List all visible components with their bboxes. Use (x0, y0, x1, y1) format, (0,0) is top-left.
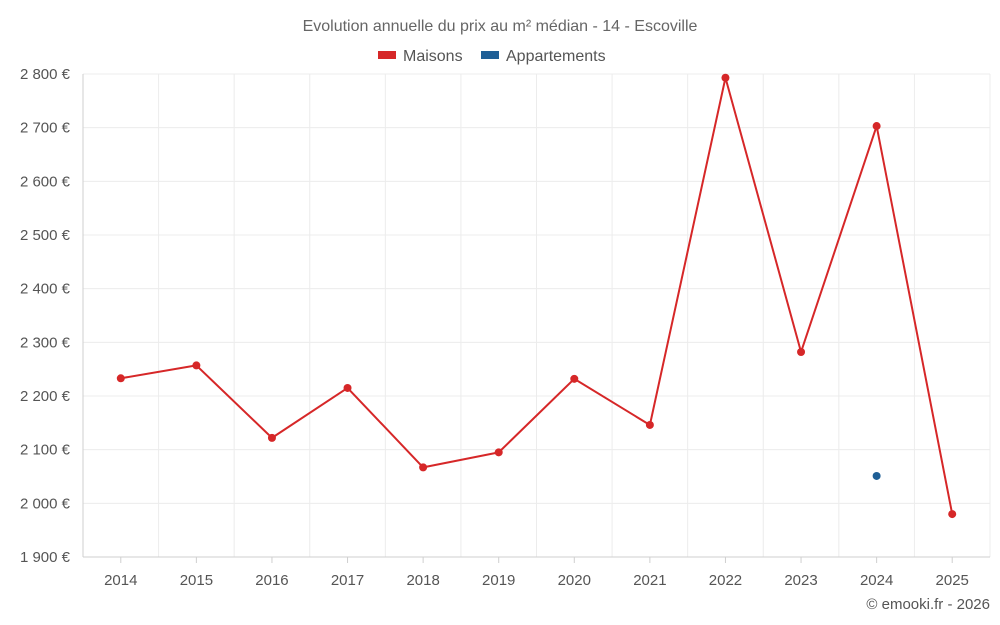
legend-label-appartements: Appartements (506, 48, 606, 65)
series-line-maisons (120, 76, 954, 515)
legend-item-appartements[interactable]: Appartements (481, 48, 606, 65)
legend-label-maisons: Maisons (403, 48, 463, 65)
data-point-maisons-2017[interactable] (343, 383, 352, 392)
x-axis: 2014 2015 2016 2017 2018 2019 2020 2021 2022 2023… (83, 556, 990, 589)
x-tick-label: 2015 (180, 572, 213, 589)
x-tick-label: 2020 (558, 572, 591, 589)
y-tick-label: 2 100 € (20, 442, 71, 459)
data-point-appartements-2024[interactable] (872, 471, 881, 480)
x-tick-label: 2024 (860, 572, 893, 589)
y-tick-label: 2 200 € (20, 388, 71, 405)
legend-item-maisons[interactable]: Maisons (378, 48, 463, 65)
grid (82, 73, 991, 557)
y-tick-label: 2 800 € (20, 66, 71, 83)
y-tick-label: 2 700 € (20, 120, 71, 137)
x-tick-label: 2021 (633, 572, 666, 589)
data-point-maisons-2018[interactable] (419, 463, 428, 472)
data-point-maisons-2016[interactable] (267, 433, 276, 442)
x-tick-label: 2023 (784, 572, 817, 589)
legend-swatch-appartements (481, 51, 499, 59)
x-tick-label: 2019 (482, 572, 515, 589)
data-point-maisons-2014[interactable] (116, 374, 125, 383)
data-point-maisons-2020[interactable] (570, 374, 579, 383)
data-point-maisons-2015[interactable] (192, 361, 201, 370)
data-point-maisons-2025[interactable] (948, 510, 957, 519)
y-axis: 1 900 € 2 000 € 2 100 € 2 200 € 2 300 € 2 400… (20, 66, 84, 566)
y-tick-label: 2 300 € (20, 334, 71, 351)
data-point-maisons-2021[interactable] (645, 420, 654, 429)
series-layer (116, 73, 957, 519)
data-point-maisons-2019[interactable] (494, 448, 503, 457)
x-tick-label: 2025 (936, 572, 969, 589)
data-point-maisons-2022[interactable] (721, 73, 730, 82)
x-tick-label: 2014 (104, 572, 137, 589)
legend: Maisons Appartements (378, 48, 606, 65)
x-tick-label: 2022 (709, 572, 742, 589)
x-tick-label: 2017 (331, 572, 364, 589)
y-tick-label: 2 400 € (20, 281, 71, 298)
x-tick-label: 2016 (255, 572, 288, 589)
data-point-maisons-2023[interactable] (797, 347, 806, 356)
chart-title: Evolution annuelle du prix au m² médian … (303, 18, 698, 35)
y-tick-label: 2 600 € (20, 173, 71, 190)
y-tick-label: 1 900 € (20, 549, 71, 566)
y-tick-label: 2 000 € (20, 495, 71, 512)
x-tick-label: 2018 (406, 572, 439, 589)
y-tick-label: 2 500 € (20, 227, 71, 244)
legend-swatch-maisons (378, 51, 396, 59)
credit-text: © emooki.fr - 2026 (866, 596, 990, 613)
data-point-maisons-2024[interactable] (872, 122, 881, 131)
